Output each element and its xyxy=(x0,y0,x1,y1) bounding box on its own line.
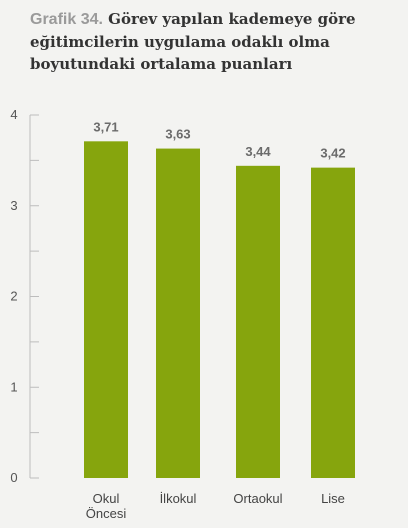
bar xyxy=(156,148,200,478)
x-category-label: Ortaokul xyxy=(233,491,282,506)
x-category-label: Öncesi xyxy=(86,506,127,521)
bar-value-label: 3,71 xyxy=(93,119,118,134)
bar xyxy=(84,141,128,478)
bar-value-label: 3,44 xyxy=(245,144,271,159)
bar xyxy=(311,167,355,478)
bars xyxy=(84,141,355,478)
y-axis: 0 1 2 3 4 xyxy=(10,107,39,485)
y-tick-label: 1 xyxy=(10,379,17,394)
chart-title: Grafik 34. Görev yapılan kademeye göre e… xyxy=(30,8,380,75)
bar-value-label: 3,63 xyxy=(165,127,190,142)
x-category-label: İlkokul xyxy=(160,491,197,506)
y-tick-label: 4 xyxy=(10,107,17,122)
x-category-label: Lise xyxy=(321,491,345,506)
x-category-label: Okul xyxy=(93,491,120,506)
figure-title-text: Görev yapılan kademeye göre eğitimcileri… xyxy=(30,10,356,73)
value-labels: 3,71 3,63 3,44 3,42 xyxy=(93,119,345,160)
bar xyxy=(236,165,280,478)
figure-number: Grafik 34. xyxy=(30,11,103,28)
y-tick-label: 0 xyxy=(10,470,17,485)
y-tick-label: 2 xyxy=(10,289,17,304)
y-tick-label: 3 xyxy=(10,198,17,213)
bar-value-label: 3,42 xyxy=(320,146,345,161)
